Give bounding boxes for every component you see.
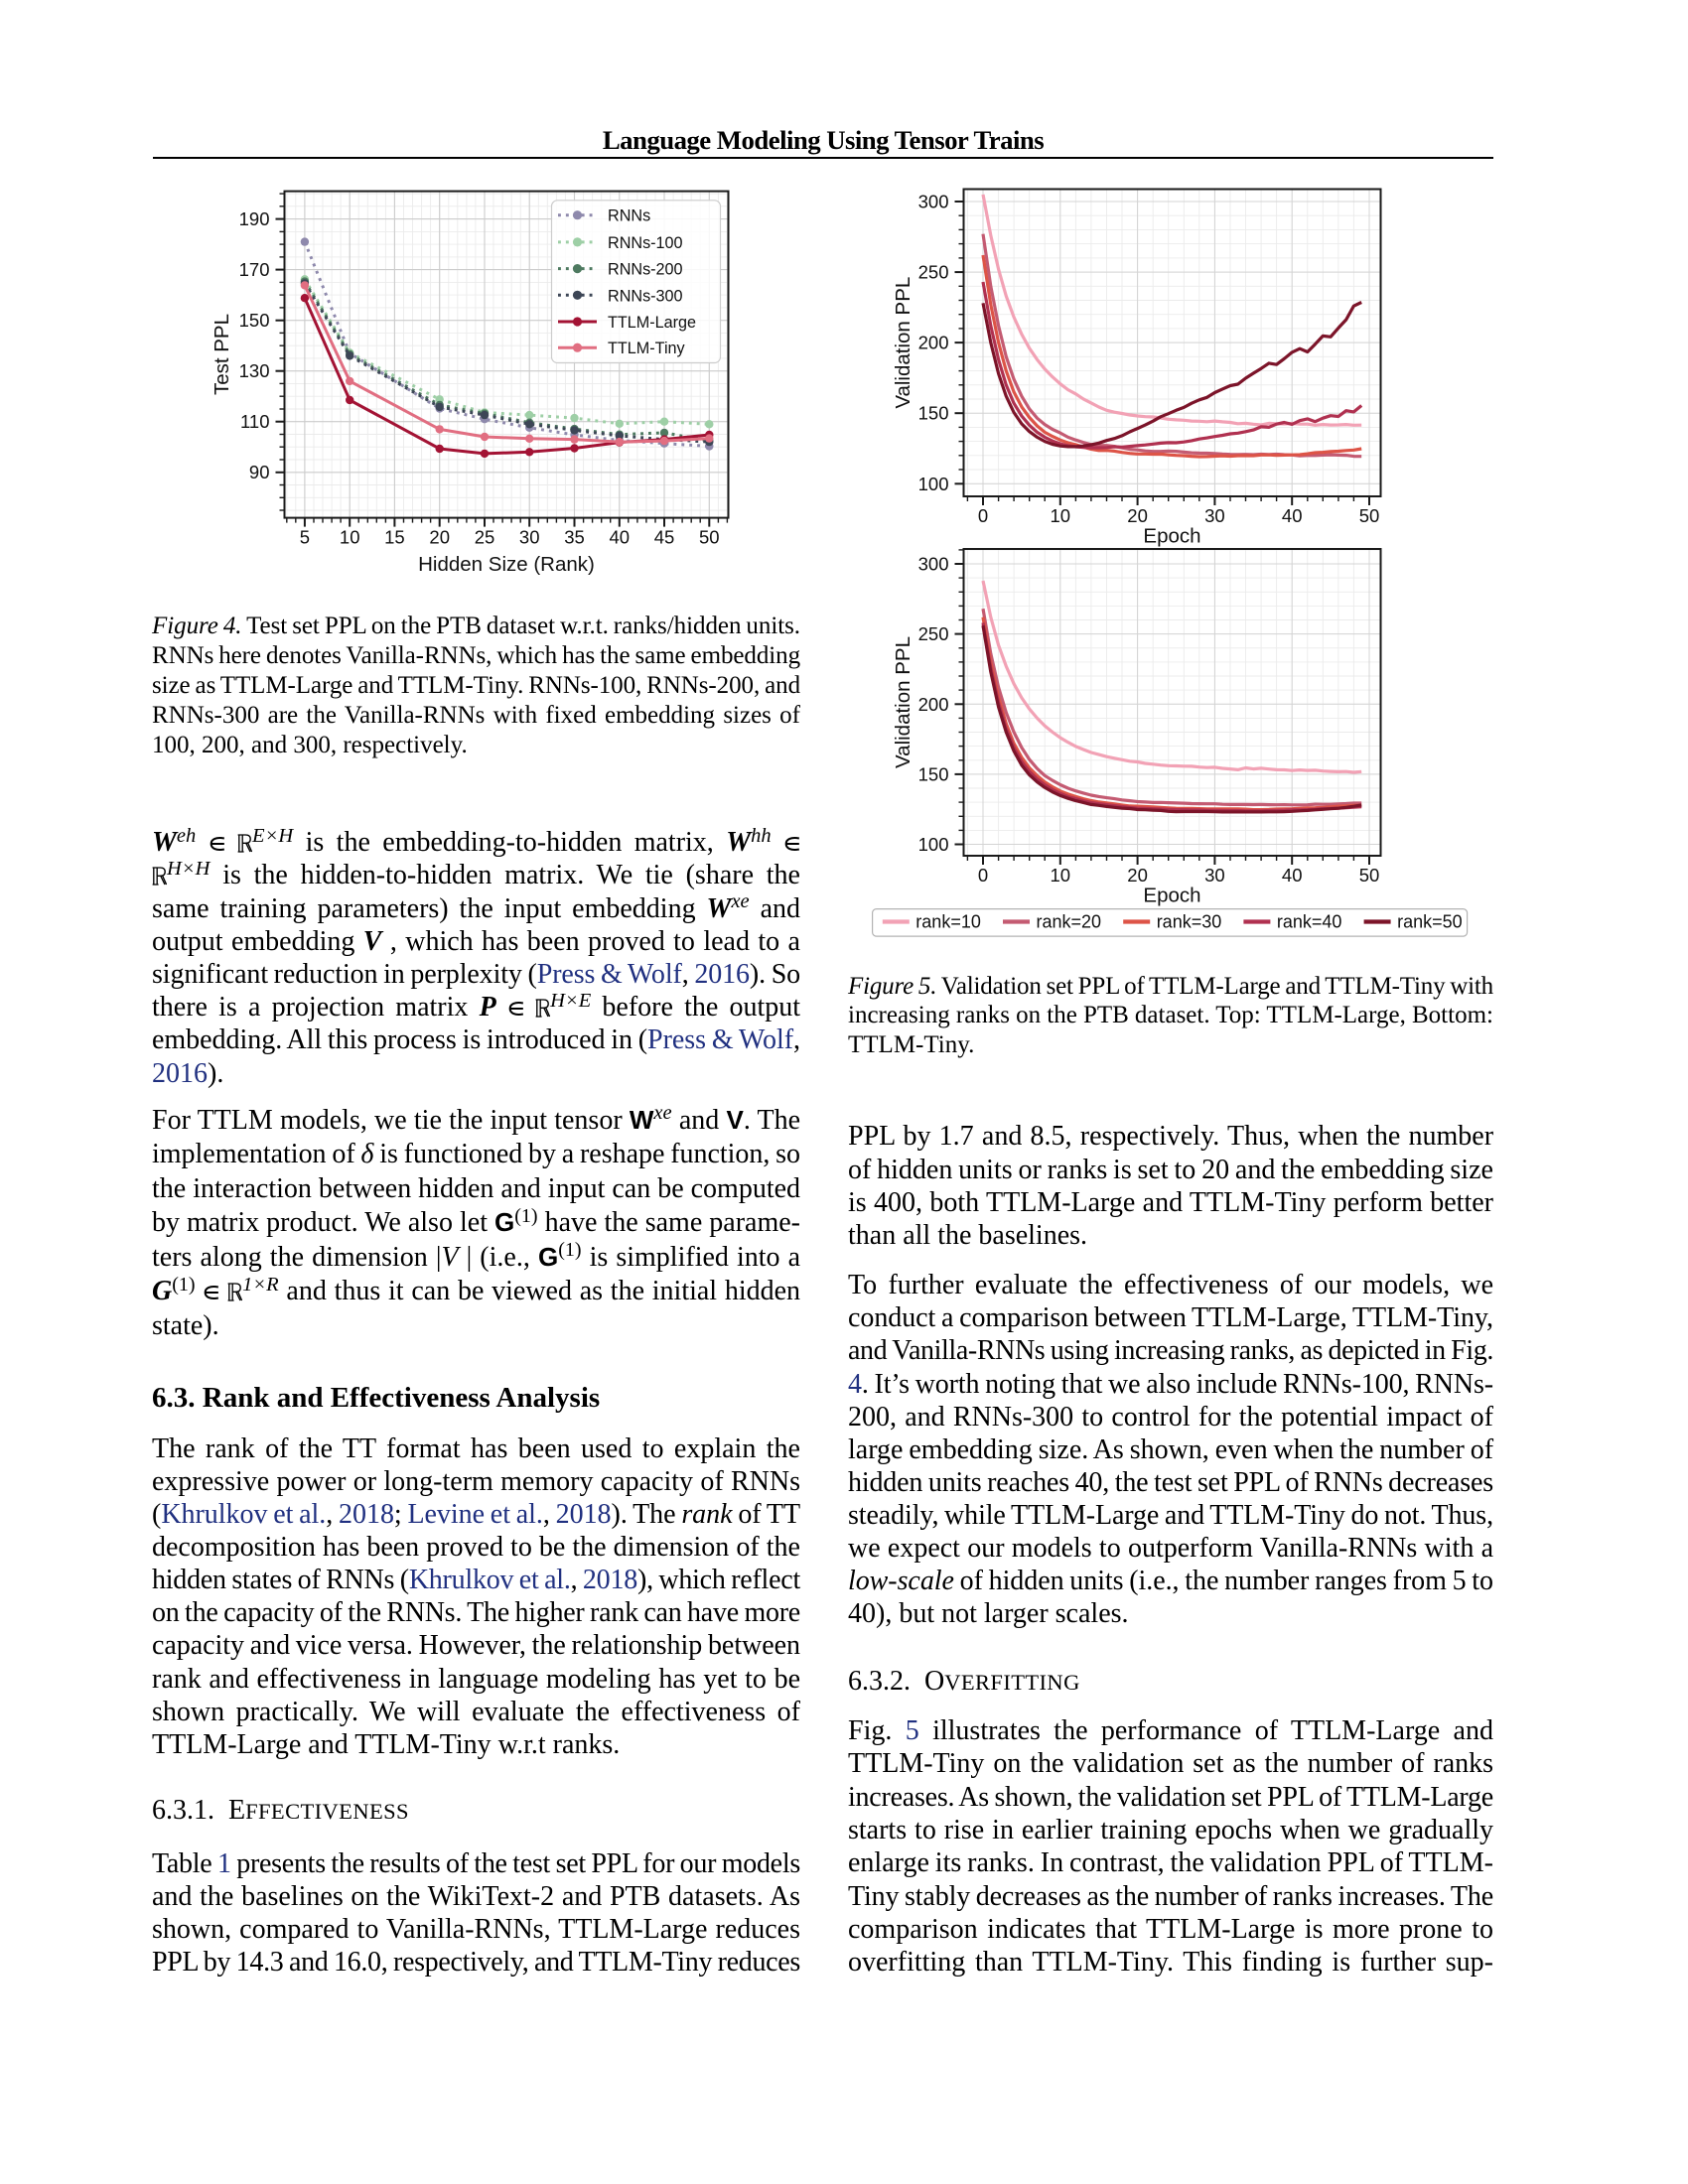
svg-text:30: 30 <box>1204 865 1225 886</box>
svg-text:45: 45 <box>654 527 675 548</box>
svg-text:rank=50: rank=50 <box>1397 912 1463 932</box>
svg-text:50: 50 <box>1359 505 1380 526</box>
svg-text:300: 300 <box>918 554 949 575</box>
svg-text:20: 20 <box>429 527 450 548</box>
svg-text:40: 40 <box>1282 505 1303 526</box>
svg-text:RNNs: RNNs <box>608 207 650 225</box>
svg-text:25: 25 <box>475 527 495 548</box>
svg-text:5: 5 <box>300 527 310 548</box>
svg-text:rank=30: rank=30 <box>1157 912 1222 932</box>
svg-text:200: 200 <box>918 694 949 715</box>
svg-text:10: 10 <box>1051 865 1071 886</box>
svg-text:200: 200 <box>918 333 949 353</box>
svg-text:rank=20: rank=20 <box>1037 912 1102 932</box>
svg-text:0: 0 <box>978 865 988 886</box>
svg-text:Epoch: Epoch <box>1143 885 1200 907</box>
svg-text:100: 100 <box>918 474 949 494</box>
svg-text:35: 35 <box>564 527 585 548</box>
svg-text:0: 0 <box>978 505 988 526</box>
svg-text:RNNs-200: RNNs-200 <box>608 261 683 279</box>
svg-text:RNNs-300: RNNs-300 <box>608 287 683 305</box>
svg-text:300: 300 <box>918 192 949 212</box>
svg-text:50: 50 <box>699 527 720 548</box>
svg-text:10: 10 <box>1051 505 1071 526</box>
svg-text:250: 250 <box>918 262 949 283</box>
svg-text:170: 170 <box>239 259 270 280</box>
svg-text:Validation PPL: Validation PPL <box>892 277 914 409</box>
svg-text:110: 110 <box>240 411 270 432</box>
svg-text:15: 15 <box>384 527 405 548</box>
svg-text:Test PPL: Test PPL <box>211 314 233 395</box>
svg-text:30: 30 <box>519 527 540 548</box>
svg-text:90: 90 <box>249 462 270 482</box>
svg-text:40: 40 <box>1282 865 1303 886</box>
svg-text:10: 10 <box>340 527 360 548</box>
svg-text:rank=40: rank=40 <box>1277 912 1342 932</box>
svg-text:Hidden Size (Rank): Hidden Size (Rank) <box>418 553 595 576</box>
svg-text:50: 50 <box>1359 865 1380 886</box>
svg-text:150: 150 <box>918 763 949 784</box>
svg-text:40: 40 <box>610 527 631 548</box>
svg-text:rank=10: rank=10 <box>915 912 981 932</box>
svg-text:150: 150 <box>918 403 949 424</box>
svg-text:150: 150 <box>239 310 270 331</box>
svg-text:190: 190 <box>239 208 270 229</box>
svg-text:RNNs-100: RNNs-100 <box>608 234 683 252</box>
svg-text:20: 20 <box>1127 865 1148 886</box>
svg-text:130: 130 <box>239 360 270 381</box>
svg-text:Validation PPL: Validation PPL <box>892 636 914 768</box>
svg-text:20: 20 <box>1127 505 1148 526</box>
svg-text:250: 250 <box>918 623 949 644</box>
svg-text:Epoch: Epoch <box>1143 525 1200 548</box>
svg-text:TTLM-Tiny: TTLM-Tiny <box>608 340 686 357</box>
svg-text:30: 30 <box>1204 505 1225 526</box>
svg-text:100: 100 <box>918 834 949 855</box>
svg-text:TTLM-Large: TTLM-Large <box>608 314 696 332</box>
